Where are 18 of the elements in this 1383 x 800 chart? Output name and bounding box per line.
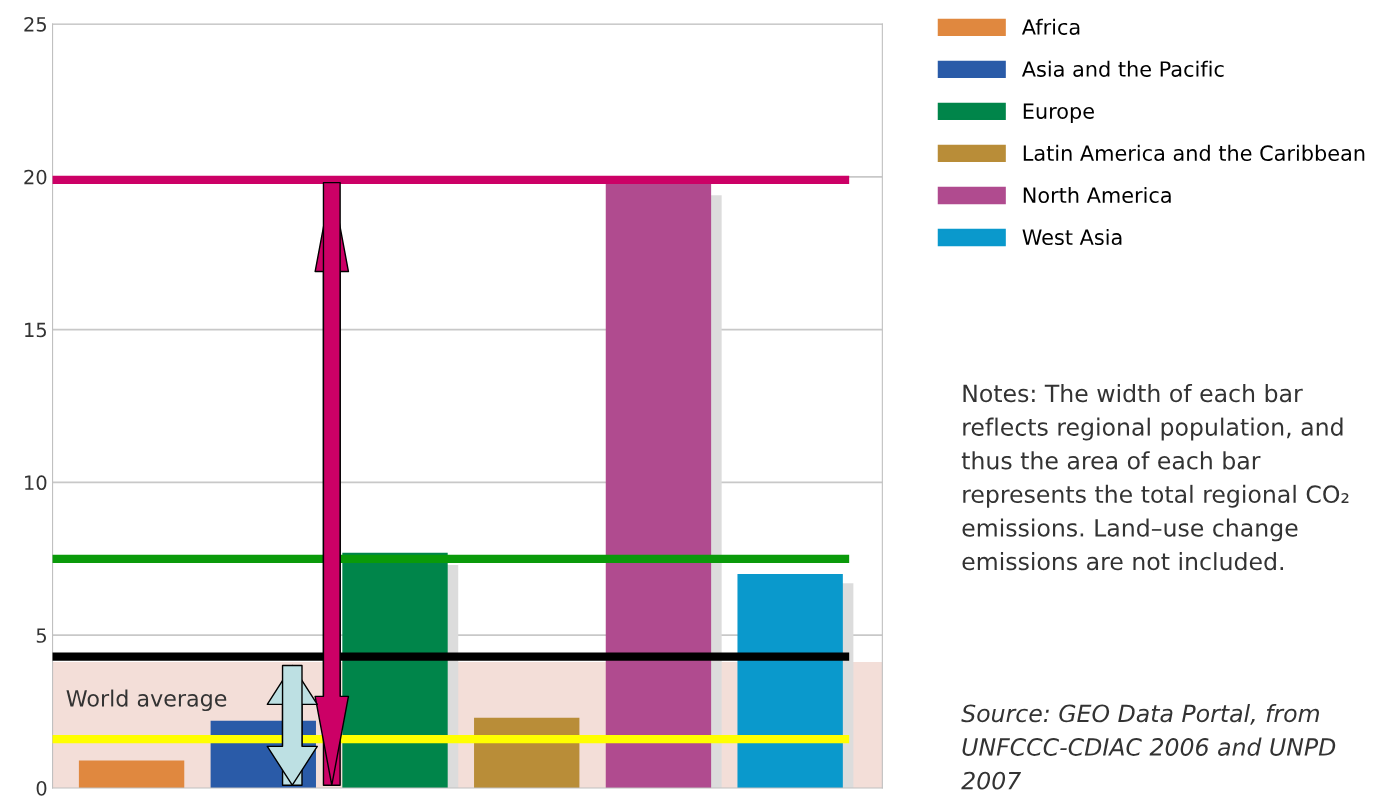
legend-label: West Asia <box>1022 228 1122 246</box>
y-tick-label: 20 <box>24 169 47 185</box>
y-tick-label: 15 <box>25 322 46 338</box>
legend-label: Africa <box>1021 18 1080 35</box>
text: Notes: The width of each bar reflects regional population, and thus the area of each bar represents the total regional CO₂ emissions. Land–use change emissions are not included. <box>961 384 1349 571</box>
bar <box>737 574 843 788</box>
legend-label: North America <box>1023 186 1171 204</box>
bar <box>78 760 185 788</box>
y-tick-label: 5 <box>36 628 46 643</box>
source-note: Source: GEO Data Portal, from UNFCCC-CDIAC 2006 and UNPD 2007 <box>961 704 1336 790</box>
y-tick-label: 10 <box>25 475 47 491</box>
band-label: World average <box>66 689 227 712</box>
legend-label: Latin America and the Caribbean <box>1023 144 1365 161</box>
legend-label: Europe <box>1023 103 1094 123</box>
legend-label: Asia and the Pacific <box>1021 60 1224 77</box>
y-tick-label: 0 <box>36 780 47 796</box>
y-tick-label: 25 <box>24 16 46 32</box>
bar <box>605 182 712 788</box>
